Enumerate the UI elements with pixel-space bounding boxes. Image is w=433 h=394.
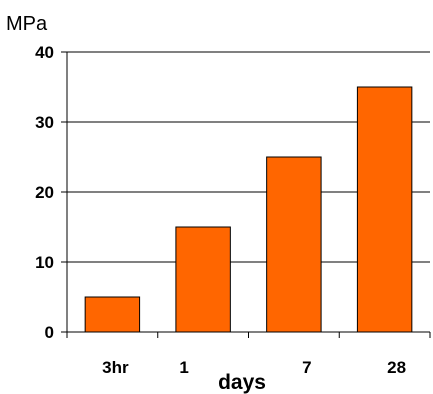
bar-1 xyxy=(175,226,231,333)
x-tick-label-1: 1 xyxy=(179,358,188,377)
x-tick-label-7: 7 xyxy=(302,358,311,377)
x-tick-label-3hr: 3hr xyxy=(102,358,129,377)
bar-3hr xyxy=(84,296,141,333)
y-axis-unit: MPa xyxy=(6,13,48,35)
y-tick-label-40: 40 xyxy=(35,43,54,62)
y-tick-label-0: 0 xyxy=(45,323,54,342)
axes xyxy=(61,51,431,338)
bar-28 xyxy=(356,86,413,333)
bars xyxy=(84,86,413,333)
y-tick-labels: 0 10 20 30 40 xyxy=(35,43,54,342)
x-axis-label: days xyxy=(218,371,266,394)
x-tick-label-28: 28 xyxy=(387,358,406,377)
y-tick-label-30: 30 xyxy=(35,113,54,132)
y-tick-label-20: 20 xyxy=(35,183,54,202)
x-tick-labels: 3hr 1 7 28 xyxy=(102,358,406,377)
y-tick-label-10: 10 xyxy=(35,253,54,272)
bar-7 xyxy=(266,156,322,333)
